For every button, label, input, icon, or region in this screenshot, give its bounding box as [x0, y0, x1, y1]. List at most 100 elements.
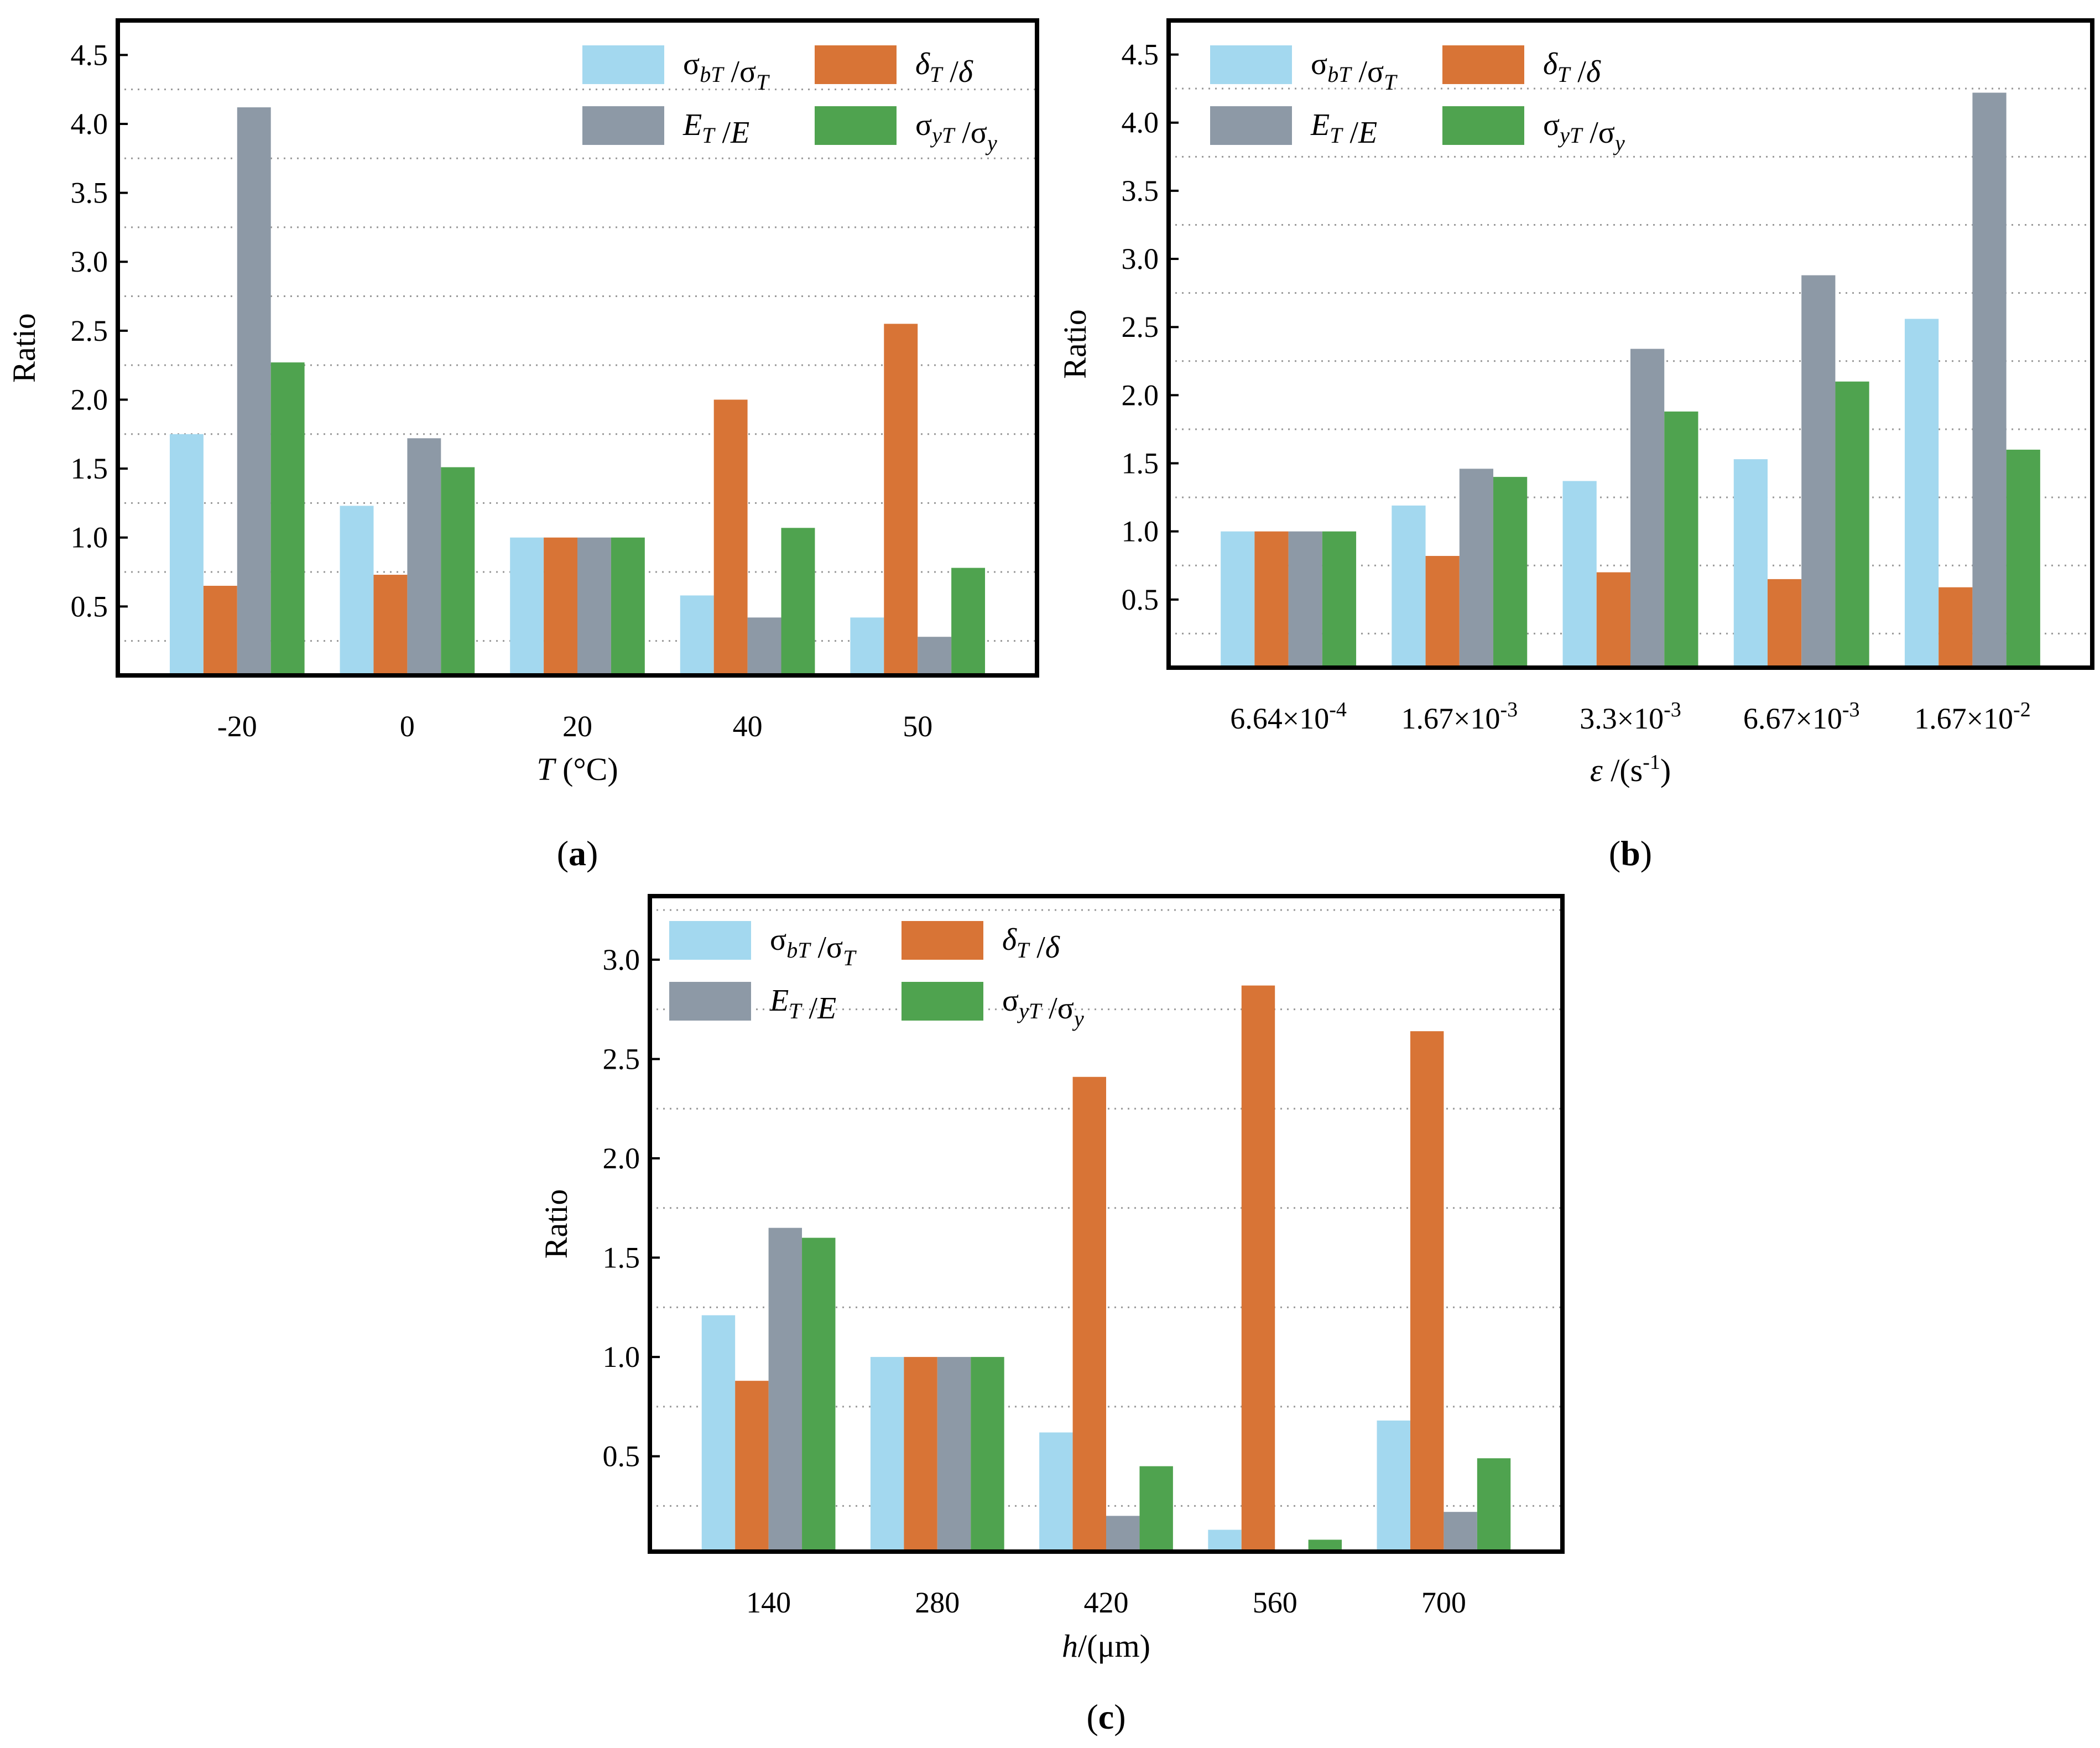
- bar-4-3: [611, 537, 645, 675]
- legend-label-4: σyT /σy: [1543, 108, 1625, 155]
- y-tick-label: 2.5: [1122, 310, 1159, 344]
- panel-label: (c): [1086, 1697, 1125, 1736]
- legend-label-3: ET /E: [682, 108, 749, 150]
- y-tick-label: 0.5: [1122, 583, 1159, 616]
- bar-2-3: [1596, 572, 1630, 668]
- y-tick-label: 1.5: [603, 1241, 640, 1274]
- x-tick-label: 1.67×10-3: [1401, 698, 1518, 735]
- bar-2-4: [713, 399, 748, 675]
- bar-1-4: [680, 595, 714, 675]
- bar-1-5: [1377, 1421, 1410, 1552]
- bar-4-4: [781, 528, 815, 675]
- x-tick-label: 280: [915, 1586, 960, 1619]
- bar-2-3: [544, 537, 577, 675]
- x-tick-label: 0: [400, 710, 415, 743]
- legend-swatch-3: [582, 106, 664, 145]
- bar-1-2: [340, 506, 374, 675]
- legend-swatch-1: [1210, 45, 1292, 84]
- bar-1-1: [1221, 531, 1255, 668]
- bar-4-5: [2006, 449, 2040, 668]
- bar-2-1: [203, 585, 237, 675]
- bar-4-1: [1322, 531, 1357, 668]
- bar-4-1: [270, 362, 305, 675]
- bar-1-4: [1208, 1529, 1242, 1552]
- y-tick-label: 4.5: [1122, 38, 1159, 71]
- panel-label: (b): [1609, 834, 1652, 873]
- x-axis-label: h/(μm): [1062, 1628, 1150, 1664]
- bar-3-4: [1801, 275, 1836, 668]
- legend-swatch-3: [669, 982, 751, 1021]
- plot-frame: [648, 894, 1565, 1554]
- bar-3-1: [1288, 531, 1322, 668]
- x-tick-label: 50: [903, 710, 932, 743]
- y-tick-label: 3.0: [71, 245, 108, 278]
- plot-frame: [116, 18, 1039, 678]
- bar-3-5: [1972, 92, 2007, 668]
- x-axis-label: T (°C): [536, 751, 618, 787]
- x-tick-label: 420: [1084, 1586, 1129, 1619]
- bar-1-3: [1562, 481, 1597, 668]
- legend-swatch-2: [1442, 45, 1524, 84]
- chart-panel-1: 0.5 1.0 1.5 2.0 2.5 3.0 3.5 4.0 4.5 -20 0 20 40 50 Rat…: [6, 18, 1039, 873]
- y-tick-label: 0.5: [603, 1440, 640, 1473]
- bar-3-2: [1459, 469, 1494, 668]
- bar-1-2: [870, 1357, 904, 1552]
- x-tick-label: 20: [562, 710, 592, 743]
- y-tick-label: 3.0: [603, 943, 640, 976]
- y-axis-label: Ratio: [6, 313, 42, 383]
- chart-panel-2: 0.5 1.0 1.5 2.0 2.5 3.0 3.5 4.0 4.5 6.64×10-4 1.67…: [1057, 18, 2094, 873]
- bar-2-2: [373, 575, 408, 675]
- legend-label-2: δT /δ: [1543, 47, 1601, 89]
- x-tick-label: 560: [1253, 1586, 1297, 1619]
- legend-swatch-1: [669, 921, 751, 960]
- y-tick-label: 1.0: [603, 1340, 640, 1374]
- y-tick-label: 4.0: [1122, 106, 1159, 139]
- bar-2-3: [1072, 1076, 1106, 1552]
- legend-swatch-4: [1442, 106, 1524, 145]
- x-tick-label: 1.67×10-2: [1914, 698, 2031, 735]
- bar-1-4: [1733, 459, 1768, 668]
- y-tick-label: 2.0: [603, 1142, 640, 1175]
- x-tick-label: -20: [217, 710, 257, 743]
- y-tick-label: 1.0: [71, 521, 108, 554]
- y-tick-label: 1.5: [71, 452, 108, 485]
- x-tick-label: 40: [733, 710, 763, 743]
- bar-3-2: [937, 1357, 971, 1552]
- bar-4-5: [1477, 1458, 1511, 1552]
- bar-3-5: [1444, 1512, 1477, 1552]
- bar-4-3: [1139, 1466, 1173, 1552]
- x-tick-label: 6.67×10-3: [1743, 698, 1860, 735]
- legend-swatch-2: [902, 921, 983, 960]
- legend-label-3: ET /E: [769, 984, 836, 1026]
- bar-2-5: [1410, 1031, 1444, 1552]
- y-tick-label: 3.5: [1122, 174, 1159, 207]
- y-tick-label: 4.0: [71, 107, 108, 141]
- legend-label-2: δT /δ: [1002, 923, 1060, 965]
- bar-2-4: [1767, 579, 1802, 668]
- y-tick-label: 1.0: [1122, 515, 1159, 548]
- bar-3-5: [918, 637, 952, 675]
- x-tick-label: 6.64×10-4: [1230, 698, 1347, 735]
- bar-3-3: [1630, 348, 1665, 668]
- bar-4-2: [971, 1357, 1004, 1552]
- y-axis-label: Ratio: [1057, 309, 1093, 379]
- legend-label-2: δT /δ: [915, 47, 973, 89]
- bar-2-1: [1254, 531, 1289, 668]
- bar-4-2: [1493, 477, 1528, 668]
- x-tick-label: 700: [1421, 1586, 1466, 1619]
- bar-3-2: [407, 438, 441, 675]
- bar-4-4: [1835, 381, 1869, 668]
- y-tick-label: 3.5: [71, 176, 108, 210]
- y-axis-label: Ratio: [538, 1189, 574, 1259]
- x-tick-label: 140: [746, 1586, 791, 1619]
- bar-1-1: [701, 1315, 736, 1552]
- legend-swatch-4: [902, 982, 983, 1021]
- bar-2-4: [1241, 985, 1275, 1552]
- bar-4-1: [802, 1237, 836, 1552]
- y-tick-label: 2.5: [603, 1042, 640, 1075]
- bar-2-1: [735, 1381, 769, 1552]
- bar-3-1: [768, 1227, 803, 1552]
- bar-2-2: [904, 1357, 937, 1552]
- bar-1-2: [1392, 505, 1426, 668]
